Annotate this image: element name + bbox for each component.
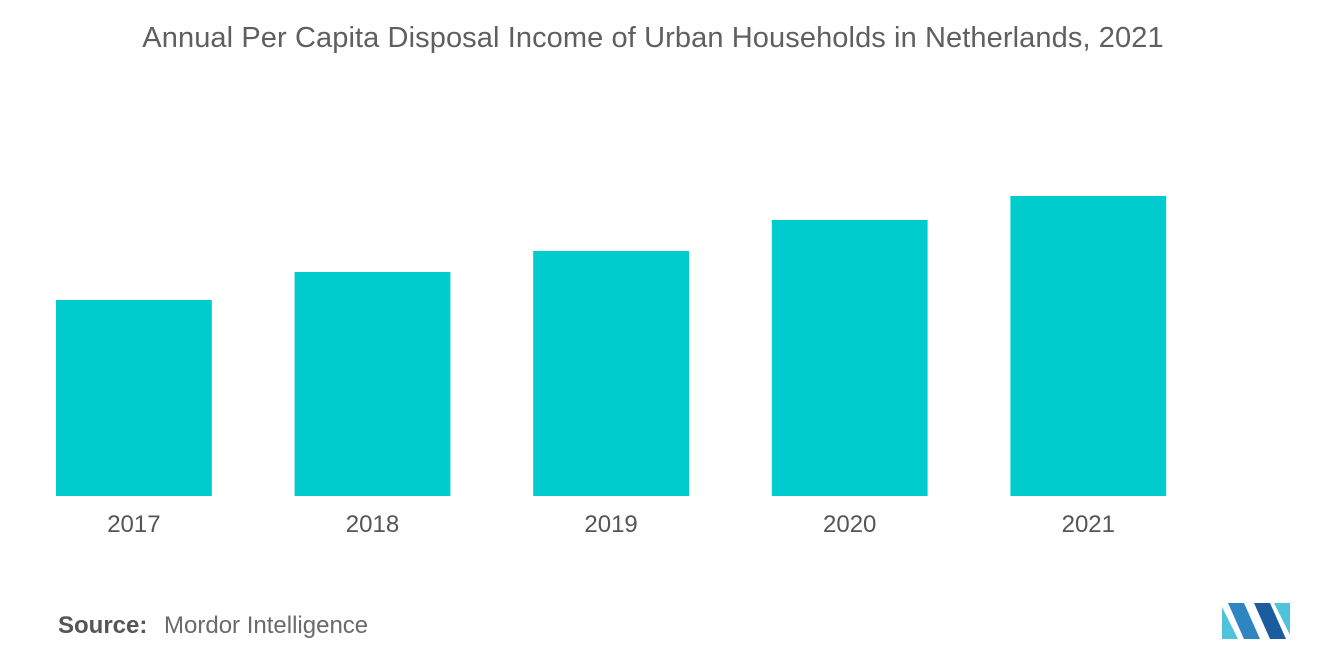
- logo-end-stroke: [1274, 603, 1290, 635]
- x-tick-label-2019: 2019: [584, 511, 637, 538]
- bar-2018: [294, 272, 451, 496]
- bar-2021: [1010, 196, 1167, 496]
- chart-title: Annual Per Capita Disposal Income of Urb…: [142, 22, 1164, 54]
- bar-2017: [56, 300, 212, 496]
- x-axis-tick-labels: 2017 2018 2019 2020 2021: [107, 511, 1115, 538]
- x-tick-label-2017: 2017: [107, 511, 160, 538]
- bars-layer: [56, 196, 1167, 496]
- x-tick-label-2021: 2021: [1062, 511, 1115, 538]
- x-tick-label-2018: 2018: [346, 511, 399, 538]
- bar-2019: [533, 251, 689, 496]
- logo-left-stroke: [1222, 607, 1238, 639]
- logo-right-stroke: [1254, 603, 1286, 639]
- source-label: Source:: [58, 612, 148, 639]
- mordor-intelligence-logo-icon: [1222, 603, 1290, 639]
- source-line: Source: Mordor Intelligence: [58, 612, 368, 640]
- source-value: Mordor Intelligence: [164, 612, 369, 639]
- bar-2020: [771, 220, 928, 496]
- x-tick-label-2020: 2020: [823, 511, 876, 538]
- logo-mid-stroke: [1228, 603, 1260, 639]
